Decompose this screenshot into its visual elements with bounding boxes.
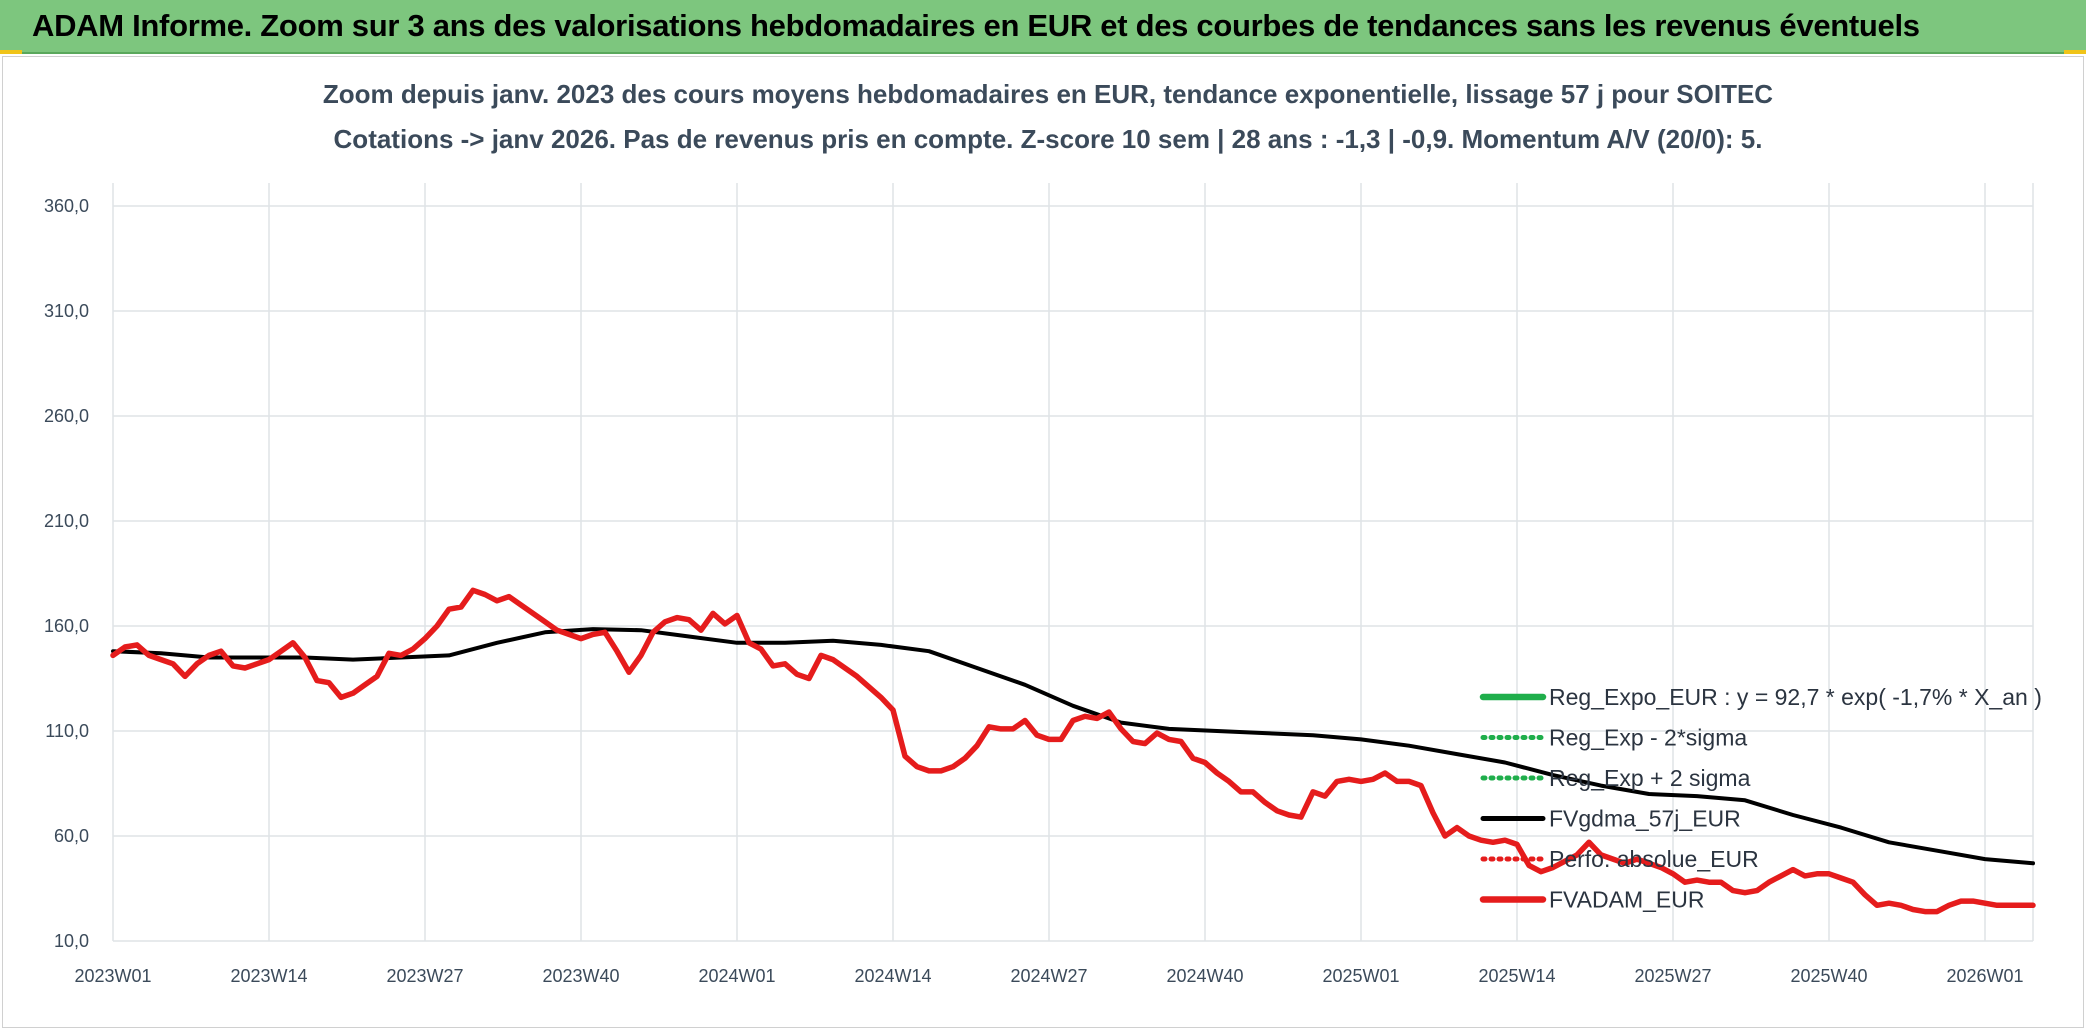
x-tick-label: 2024W01 [698, 966, 775, 986]
fvadam-line [110, 587, 2036, 915]
fvgdma-line [111, 627, 2035, 866]
chart-title: Zoom depuis janv. 2023 des cours moyens … [323, 79, 1773, 109]
x-tick-label: 2024W14 [854, 966, 931, 986]
legend-fvgdma-label: FVgdma_57j_EUR [1549, 806, 1741, 832]
x-tick-label: 2023W27 [386, 966, 463, 986]
plot-series [110, 254, 2036, 938]
y-tick-label: 60,0 [54, 826, 89, 846]
x-tick-label: 2025W14 [1478, 966, 1555, 986]
y-tick-label: 110,0 [45, 721, 89, 741]
y-tick-label: 10,0 [54, 931, 89, 951]
chart-frame: Zoom depuis janv. 2023 des cours moyens … [2, 56, 2084, 1028]
legend: Reg_Expo_EUR : y = 92,7 * exp( -1,7% * X… [1479, 684, 2042, 913]
x-tick-label: 2025W27 [1634, 966, 1711, 986]
legend-perf-absolue-label: Perfo. absolue_EUR [1549, 846, 1759, 872]
x-tick-label: 2024W27 [1010, 966, 1087, 986]
y-tick-label: 310,0 [44, 301, 89, 321]
y-tick-label: 210,0 [44, 511, 89, 531]
accent-right [2064, 50, 2086, 54]
x-tick-label: 2023W40 [542, 966, 619, 986]
legend-fvadam-label: FVADAM_EUR [1549, 887, 1705, 913]
y-tick-label: 260,0 [44, 406, 89, 426]
page-title: ADAM Informe. Zoom sur 3 ans des valoris… [32, 8, 1920, 43]
grid [112, 183, 2034, 942]
x-tick-label: 2023W01 [74, 966, 151, 986]
title-bar: ADAM Informe. Zoom sur 3 ans des valoris… [0, 0, 2086, 54]
chart: Zoom depuis janv. 2023 des cours moyens … [44, 79, 2042, 986]
x-tick-label: 2025W01 [1322, 966, 1399, 986]
legend-sigma-minus-label: Reg_Exp - 2*sigma [1549, 725, 1747, 751]
x-tick-label: 2026W01 [1946, 966, 2023, 986]
axis-labels: 10,0 60,0 110,0 160,0 210,0 260,0 310,0 360,0 20… [44, 196, 2024, 986]
legend-reg-expo-label: Reg_Expo_EUR : y = 92,7 * exp( -1,7% * X… [1549, 684, 2042, 710]
accent-left [0, 50, 22, 54]
x-tick-label: 2024W40 [1166, 966, 1243, 986]
y-tick-label: 160,0 [44, 616, 89, 636]
y-tick-label: 360,0 [44, 196, 89, 216]
x-tick-label: 2025W40 [1790, 966, 1867, 986]
legend-sigma-plus-label: Reg_Exp + 2 sigma [1549, 765, 1751, 791]
chart-subtitle: Cotations -> janv 2026. Pas de revenus p… [334, 124, 1763, 154]
x-tick-label: 2023W14 [230, 966, 307, 986]
